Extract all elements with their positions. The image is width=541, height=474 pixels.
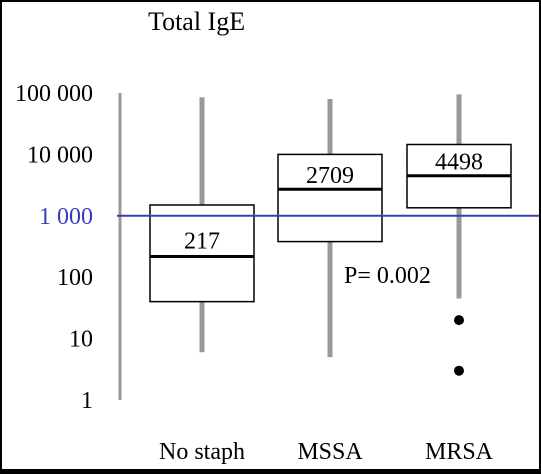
median-label: 217 <box>184 229 220 255</box>
y-tick-label: 10 000 <box>27 142 93 168</box>
median-label: 2709 <box>306 163 354 189</box>
x-category-label: MRSA <box>425 439 494 465</box>
y-tick-label: 10 <box>69 327 93 353</box>
y-tick-label: 100 000 <box>15 81 93 107</box>
outlier-point <box>454 365 464 376</box>
outlier-point <box>454 315 464 326</box>
ige-boxplot: Total IgE P= 0.002 100 000 10 000 1 000 100… <box>15 7 539 465</box>
p-value-annotation: P= 0.002 <box>344 263 431 289</box>
chart-area: Total IgE P= 0.002 100 000 10 000 1 000 100… <box>2 2 539 469</box>
iqr-box <box>277 153 383 243</box>
y-tick-label: 1 000 <box>39 204 93 230</box>
iqr-box <box>149 204 255 303</box>
y-tick-label: 100 <box>57 265 93 291</box>
x-category-label: MSSA <box>297 439 363 465</box>
y-tick-label: 1 <box>81 388 93 414</box>
chart-title: Total IgE <box>148 7 245 36</box>
x-category-label: No staph <box>159 439 245 465</box>
median-label: 4498 <box>435 150 483 176</box>
